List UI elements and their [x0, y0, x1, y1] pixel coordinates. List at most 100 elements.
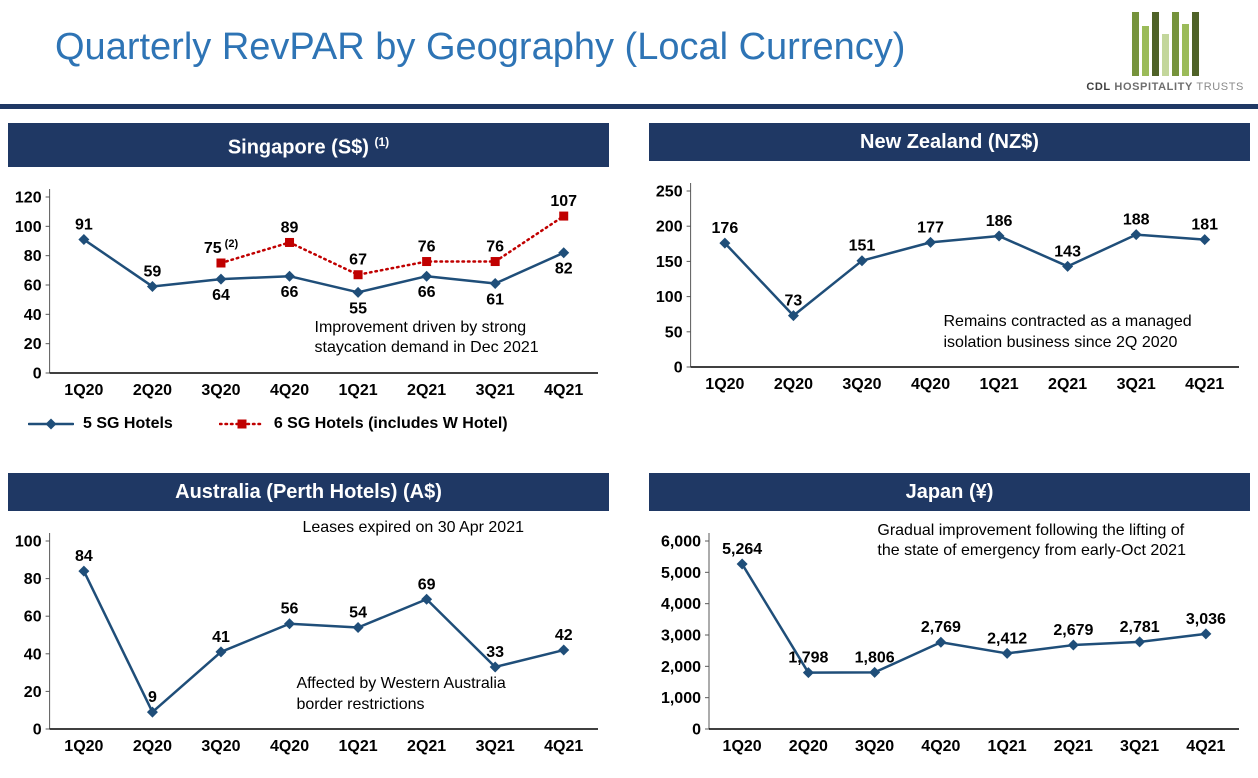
svg-text:1Q20: 1Q20: [64, 382, 103, 399]
svg-text:1Q21: 1Q21: [339, 738, 378, 755]
svg-text:59: 59: [144, 263, 162, 280]
chart-annotation: Leases expired on 30 Apr 2021: [302, 519, 524, 537]
svg-text:40: 40: [24, 646, 42, 663]
svg-text:4Q21: 4Q21: [1185, 376, 1224, 393]
chart-title-bar: Japan (¥): [649, 472, 1250, 511]
svg-text:3,036: 3,036: [1186, 611, 1226, 628]
svg-text:64: 64: [212, 287, 230, 304]
chart-title: Singapore (S$): [227, 136, 369, 159]
svg-text:41: 41: [212, 629, 230, 646]
logo-bar: [1191, 12, 1199, 76]
svg-text:76: 76: [418, 238, 436, 255]
svg-text:2Q21: 2Q21: [1054, 738, 1093, 755]
svg-text:61: 61: [486, 291, 504, 308]
svg-text:42: 42: [555, 627, 573, 644]
svg-text:54: 54: [349, 604, 367, 621]
svg-text:3Q21: 3Q21: [1117, 376, 1156, 393]
svg-text:2Q20: 2Q20: [133, 738, 172, 755]
logo-bar: [1131, 12, 1139, 76]
svg-text:91: 91: [75, 216, 93, 233]
chart-area: 0 20 40 60 80 100 1Q20 2Q20 3Q20 4Q20 1Q21 2Q21 3Q21…: [8, 511, 609, 763]
line-chart-singapore: 0 20 40 60 80 100 120 1Q20 2Q20 3Q20 4Q20 1Q21 2Q21 3…: [15, 188, 598, 399]
chart-title-bar: Australia (Perth Hotels) (A$): [8, 472, 609, 511]
cdl-logo: CDL HOSPITALITY TRUSTS: [1086, 10, 1248, 93]
singapore-legend: 5 SG Hotels 6 SG Hotels (includes W Hote…: [8, 407, 609, 437]
svg-text:75 (2): 75 (2): [204, 238, 239, 257]
svg-text:200: 200: [656, 219, 683, 236]
chart-panel-singapore: Singapore (S$) (1) 0 20 40 60 80 100 120 1Q20 2Q…: [8, 123, 609, 437]
svg-text:4Q21: 4Q21: [544, 738, 583, 755]
page-title: Quarterly RevPAR by Geography (Local Cur…: [55, 26, 906, 68]
svg-text:2Q21: 2Q21: [407, 382, 446, 399]
svg-text:188: 188: [1123, 212, 1150, 229]
chart-annotation: Affected by Western Australia border rest…: [296, 675, 506, 713]
svg-text:3Q20: 3Q20: [855, 738, 894, 755]
svg-text:181: 181: [1191, 217, 1218, 234]
svg-text:186: 186: [986, 213, 1013, 230]
svg-text:66: 66: [281, 284, 299, 301]
svg-text:1,806: 1,806: [855, 649, 895, 666]
svg-text:73: 73: [785, 293, 803, 310]
chart-annotation: Improvement driven by strong staycation d…: [314, 318, 539, 357]
svg-text:3Q20: 3Q20: [201, 382, 240, 399]
chart-title: New Zealand (NZ$): [860, 131, 1039, 153]
svg-text:120: 120: [15, 189, 42, 206]
svg-text:0: 0: [692, 721, 701, 738]
svg-text:33: 33: [486, 644, 504, 661]
svg-text:1Q21: 1Q21: [988, 738, 1027, 755]
svg-text:2,412: 2,412: [987, 630, 1027, 647]
slide-header: Quarterly RevPAR by Geography (Local Cur…: [0, 0, 1258, 104]
svg-text:176: 176: [712, 220, 739, 237]
svg-text:1Q21: 1Q21: [339, 382, 378, 399]
svg-text:1Q20: 1Q20: [705, 376, 744, 393]
logo-text-cdl: CDL: [1086, 81, 1111, 93]
svg-text:1Q20: 1Q20: [723, 738, 762, 755]
chart-annotation: Remains contracted as a managed isolation…: [943, 313, 1192, 351]
svg-text:4Q21: 4Q21: [544, 382, 583, 399]
svg-text:50: 50: [665, 324, 683, 341]
chart-title-bar: Singapore (S$) (1): [8, 123, 609, 167]
svg-text:20: 20: [24, 336, 42, 353]
svg-text:0: 0: [33, 365, 42, 382]
svg-text:3Q21: 3Q21: [1120, 738, 1159, 755]
svg-text:143: 143: [1054, 243, 1081, 260]
svg-text:76: 76: [486, 238, 504, 255]
logo-bar: [1171, 12, 1179, 76]
charts-grid: Singapore (S$) (1) 0 20 40 60 80 100 120 1Q20 2Q…: [0, 109, 1258, 763]
svg-text:4Q20: 4Q20: [270, 738, 309, 755]
chart-area: 0 1,000 2,000 3,000 4,000 5,000 6,000 1Q20 2Q20 3…: [649, 511, 1250, 763]
logo-bar: [1151, 12, 1159, 76]
logo-text-trusts: TRUSTS: [1196, 81, 1244, 93]
svg-text:55: 55: [349, 300, 367, 317]
svg-text:4Q21: 4Q21: [1186, 738, 1225, 755]
svg-text:177: 177: [917, 219, 944, 236]
svg-text:250: 250: [656, 184, 683, 201]
svg-text:5,264: 5,264: [722, 541, 762, 558]
chart-title: Australia (Perth Hotels) (A$): [175, 480, 442, 503]
svg-text:67: 67: [349, 251, 367, 268]
svg-text:5,000: 5,000: [661, 564, 701, 581]
svg-text:80: 80: [24, 571, 42, 588]
svg-text:4Q20: 4Q20: [270, 382, 309, 399]
logo-bar: [1141, 26, 1149, 76]
svg-text:4Q20: 4Q20: [911, 376, 950, 393]
line-chart-australia: 0 20 40 60 80 100 1Q20 2Q20 3Q20 4Q20 1Q21 2Q21 3Q21…: [15, 532, 598, 755]
svg-text:0: 0: [33, 721, 42, 738]
svg-text:20: 20: [24, 684, 42, 701]
chart-panel-australia: Australia (Perth Hotels) (A$) 0 20 40 60 80 1…: [8, 472, 609, 763]
svg-text:100: 100: [15, 218, 42, 235]
svg-text:3,000: 3,000: [661, 627, 701, 644]
svg-text:9: 9: [148, 689, 157, 706]
legend-item-6-sg-hotels: 6 SG Hotels (includes W Hotel): [218, 415, 508, 433]
legend-item-5-sg-hotels: 5 SG Hotels: [28, 415, 173, 433]
svg-text:89: 89: [281, 219, 299, 236]
svg-text:80: 80: [24, 248, 42, 265]
svg-text:2Q20: 2Q20: [133, 382, 172, 399]
chart-area: 0 20 40 60 80 100 120 1Q20 2Q20 3Q20 4Q20 1Q21 2Q21 3…: [8, 167, 609, 407]
svg-text:2,679: 2,679: [1053, 622, 1093, 639]
chart-annotation: Gradual improvement following the liftin…: [877, 521, 1186, 560]
cdl-logo-text: CDL HOSPITALITY TRUSTS: [1086, 81, 1244, 93]
line-chart-new-zealand: 0 50 100 150 200 250 1Q20 2Q20 3Q20 4Q20 1Q21 2Q21 3…: [656, 183, 1239, 393]
svg-text:4,000: 4,000: [661, 596, 701, 613]
svg-text:40: 40: [24, 306, 42, 323]
